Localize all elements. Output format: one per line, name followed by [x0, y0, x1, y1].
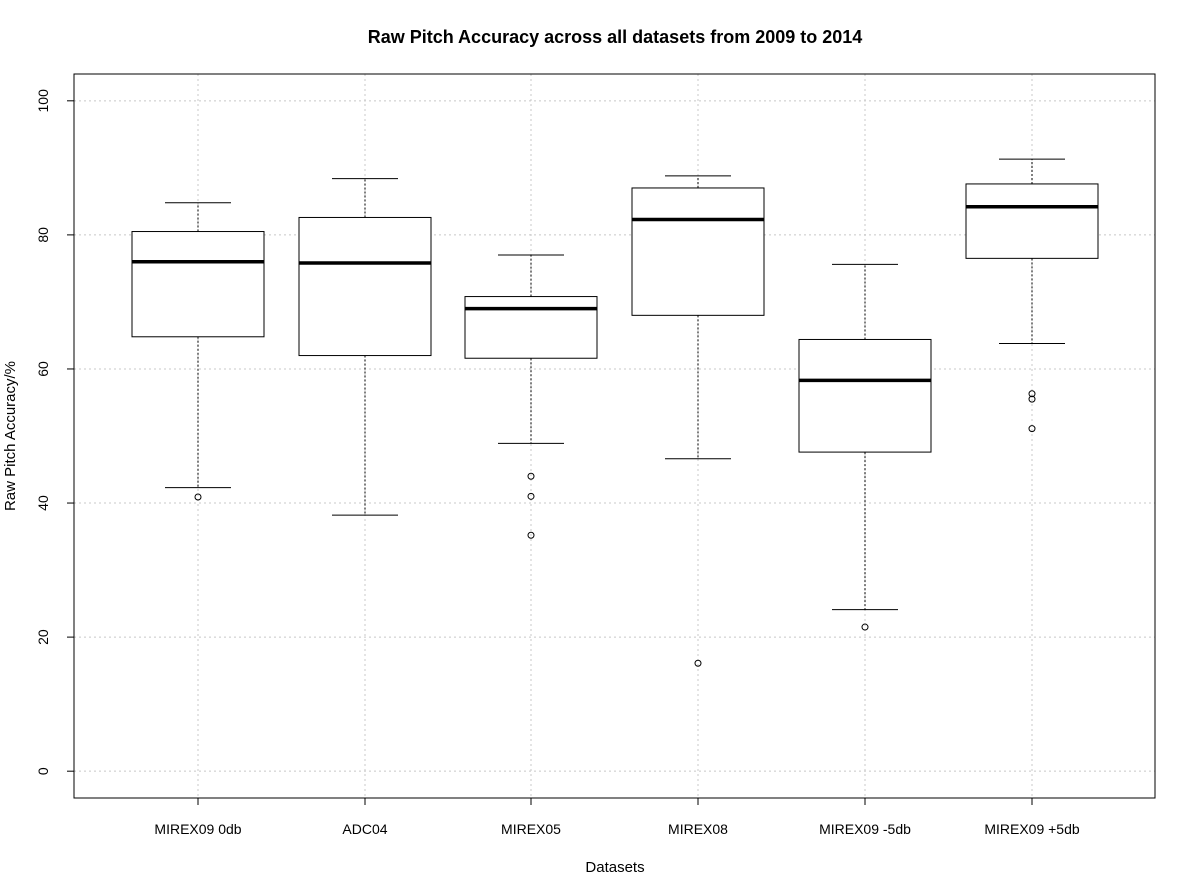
box-group [131, 202, 265, 501]
x-tick-label: MIREX08 [668, 821, 728, 837]
outlier-point [861, 623, 869, 631]
x-tick-label: MIREX09 +5db [984, 821, 1080, 837]
x-tick-label: ADC04 [342, 821, 387, 837]
y-tick-label: 40 [35, 495, 51, 511]
interquartile-box [131, 231, 265, 338]
box-group [631, 175, 765, 667]
y-tick-label: 80 [35, 227, 51, 243]
outlier-point [194, 493, 202, 501]
box-group [965, 158, 1099, 433]
interquartile-box [464, 296, 598, 359]
y-axis-label: Raw Pitch Accuracy/% [2, 361, 19, 511]
outlier-point [1028, 425, 1036, 433]
box-group [298, 178, 432, 516]
outlier-point [527, 492, 535, 500]
outlier-point [1028, 390, 1036, 398]
interquartile-box [965, 183, 1099, 259]
x-tick-label: MIREX09 0db [154, 821, 241, 837]
x-tick-label: MIREX09 -5db [819, 821, 911, 837]
outlier-point [527, 472, 535, 480]
x-tick-label: MIREX05 [501, 821, 561, 837]
y-tick-label: 0 [35, 767, 51, 775]
axes: 0 20 40 60 80 100 MIREX09 0db ADC04 MIREX05 MIREX… [35, 89, 1080, 837]
grid-lines [74, 74, 1155, 798]
outlier-point [694, 659, 702, 667]
y-tick-label: 100 [35, 89, 51, 113]
plot-frame [73, 73, 1156, 799]
box-group [464, 254, 598, 539]
box-group [798, 263, 932, 631]
box-plot-series [131, 158, 1099, 667]
chart-title: Raw Pitch Accuracy across all datasets f… [368, 27, 863, 47]
interquartile-box [798, 338, 932, 453]
outlier-point [1028, 395, 1036, 403]
outlier-point [527, 531, 535, 539]
interquartile-box [631, 187, 765, 316]
y-tick-label: 20 [35, 629, 51, 645]
interquartile-box [298, 216, 432, 357]
x-axis-label: Datasets [585, 859, 644, 876]
y-tick-label: 60 [35, 361, 51, 377]
